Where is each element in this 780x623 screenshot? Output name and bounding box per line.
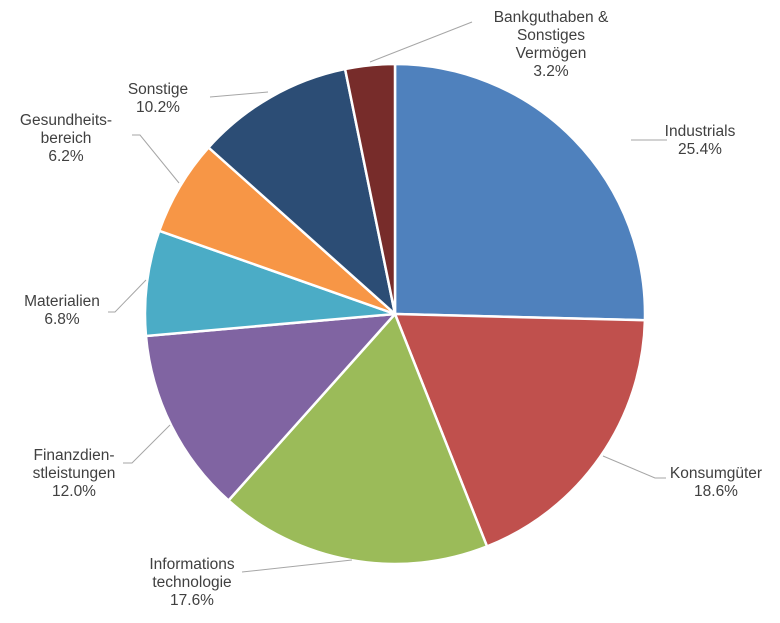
data-label-name: bereich [41,130,92,147]
data-label-value: 18.6% [694,483,738,500]
pie-slice-materialien [143,229,397,338]
data-label-name: Bankguthaben & [494,9,609,26]
data-label-value: 25.4% [678,141,722,158]
data-label-value: 6.8% [44,311,80,328]
data-label-industrials: Industrials 25.4% [665,123,736,158]
leader-line-finanzdienstleistungen [123,424,171,464]
leader-line-sonstige [209,91,269,98]
data-label-value: 17.6% [170,592,214,609]
pie-slices [143,62,647,566]
data-label-name: Sonstiges [517,27,585,44]
data-label-value: 12.0% [52,483,96,500]
data-label-informations-technologie: Informations technologie 17.6% [149,556,235,609]
data-label-name: Materialien [24,293,100,310]
data-label-name: Finanzdien- [34,447,115,464]
pie-slice-finanzdienstleistungen [144,312,397,502]
leader-line-konsumgueter [602,455,666,479]
data-label-gesundheitsbereich: Gesundheits-bereich 6.2% [20,112,112,165]
data-label-name: technologie [152,574,231,591]
data-label-bankguthaben-and-sonstiges-vermoegen: Bankguthaben & Sonstiges Vermögen 3.2% [494,9,609,80]
data-label-materialien: Materialien 6.8% [24,293,100,328]
pie-slice-sonstige [207,67,397,316]
data-label-value: 10.2% [136,99,180,116]
data-label-name: Gesundheits- [20,112,112,129]
data-labels: Industrials 25.4% Konsumgüter 18.6% Informat… [20,9,762,609]
data-label-name: Informations [149,556,235,573]
data-label-name: Industrials [665,123,736,140]
data-label-konsumgueter: Konsumgüter 18.6% [670,465,762,500]
data-label-name: Vermögen [516,45,587,62]
data-label-name: Sonstige [128,81,188,98]
data-label-finanzdienstleistungen: Finanzdien-stleistungen 12.0% [33,447,116,500]
leader-line-gesundheitsbereich [132,134,180,184]
leader-line-bankguthaben-and-sonstiges-vermoegen [369,21,473,63]
data-label-value: 6.2% [48,148,84,165]
data-label-sonstige: Sonstige 10.2% [128,81,188,116]
data-label-name: stleistungen [33,465,116,482]
pie-slice-konsumgueter [393,312,647,548]
pie-slice-industrials [393,62,647,322]
data-label-value: 3.2% [533,63,569,80]
leader-lines [108,21,667,573]
leader-line-informations-technologie [241,559,353,573]
pie-slice-bankguthaben-and-sonstiges-vermoegen [343,62,397,316]
leader-line-materialien [108,279,147,313]
data-label-name: Konsumgüter [670,465,762,482]
